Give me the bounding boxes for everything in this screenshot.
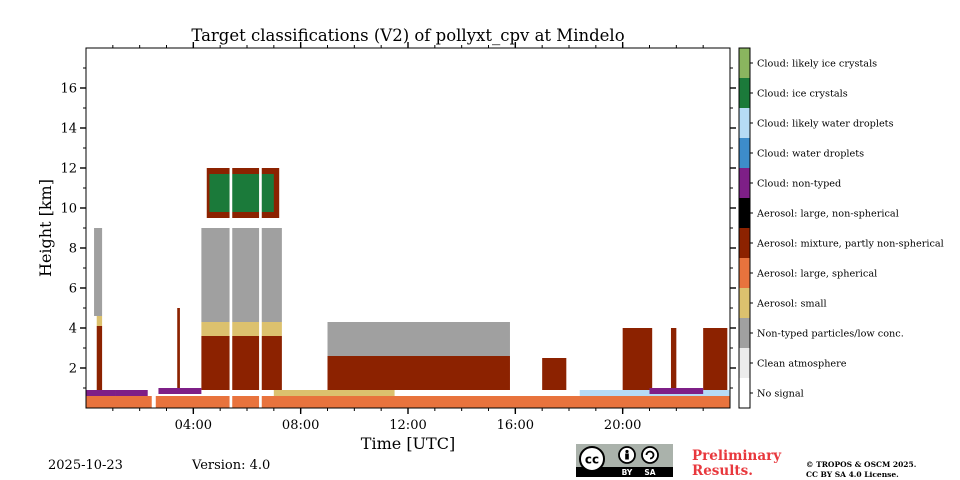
- colorbar-swatch: [739, 48, 750, 78]
- colorbar-swatch: [739, 138, 750, 168]
- y-tick-label: 8: [69, 242, 77, 257]
- x-tick-label: 16:00: [497, 418, 534, 433]
- colorbar-swatch: [739, 78, 750, 108]
- no-signal-gap-2: [259, 48, 262, 408]
- colorbar-swatch: [739, 108, 750, 138]
- classification-region-19: [703, 328, 728, 390]
- classification-region-17: [622, 328, 653, 390]
- colorbar-label: Aerosol: mixture, partly non-spherical: [756, 239, 944, 250]
- colorbar-legend: Cloud: likely ice crystals Cloud: ice cry…: [738, 47, 944, 409]
- y-tick-label: 6: [69, 282, 77, 297]
- classification-region-5: [96, 316, 103, 326]
- sa-arrow-icon: [645, 450, 655, 460]
- classification-region-7: [177, 308, 180, 388]
- colorbar-swatch: [739, 198, 750, 228]
- classification-region-18: [670, 328, 677, 390]
- colorbar-label: Non-typed particles/low conc.: [757, 329, 904, 340]
- x-tick-label: 04:00: [175, 418, 212, 433]
- preliminary-line-1: Preliminary: [692, 448, 782, 464]
- no-signal-gap-0: [151, 48, 156, 408]
- classification-region-16: [542, 358, 567, 390]
- no-signal-gap-1: [229, 48, 233, 408]
- classification-region-9: [201, 322, 282, 336]
- colorbar-swatch: [739, 168, 750, 198]
- classification-region-12: [209, 174, 274, 212]
- classification-region-10: [201, 228, 282, 322]
- classification-region-8: [201, 336, 282, 390]
- y-axis-label: Height [km]: [36, 179, 55, 277]
- colorbar-label: Cloud: water droplets: [757, 149, 864, 160]
- by-person-head: [625, 449, 629, 454]
- colorbar-swatch: [739, 288, 750, 318]
- version-label: Version: 4.0: [192, 458, 271, 473]
- copyright-license-note: © TROPOS & OSCM 2025. CC BY SA 4.0 Licen…: [806, 460, 916, 480]
- by-label: BY: [622, 468, 633, 477]
- colorbar-swatch: [739, 378, 750, 408]
- chart-title: Target classifications (V2) of pollyxt_c…: [191, 26, 624, 45]
- sa-share-alike-icon: [641, 446, 659, 464]
- y-tick-label: 4: [69, 322, 77, 337]
- colorbar-label: Aerosol: small: [756, 299, 827, 310]
- license-line-1: © TROPOS & OSCM 2025.: [806, 460, 917, 469]
- license-line-2: CC BY SA 4.0 License.: [806, 470, 899, 479]
- colorbar-label: No signal: [757, 389, 804, 400]
- classification-region-15: [273, 390, 395, 396]
- x-tick-label: 12:00: [389, 418, 426, 433]
- preliminary-results-note: Preliminary Results.: [692, 449, 781, 479]
- cc-icon-text: cc: [585, 453, 599, 467]
- colorbar-label: Clean atmosphere: [757, 359, 847, 370]
- colorbar-label: Cloud: likely ice crystals: [757, 59, 877, 70]
- colorbar-swatch: [739, 258, 750, 288]
- classification-region-14: [327, 322, 510, 356]
- x-tick-label: 08:00: [282, 418, 319, 433]
- classification-region-21: [649, 388, 704, 394]
- x-tick-label: 20:00: [604, 418, 641, 433]
- x-axis: 04:00 08:00 12:00 16:00 20:00: [112, 42, 704, 433]
- colorbar-swatch: [739, 318, 750, 348]
- cc-icon: [579, 446, 605, 472]
- classification-region-1: [86, 390, 116, 396]
- colorbar-label: Aerosol: large, spherical: [756, 269, 877, 280]
- y-tick-label: 10: [60, 202, 77, 217]
- classification-region-2: [115, 390, 148, 396]
- badge-footer: [576, 467, 673, 477]
- y-axis: 2 4 6 8 10 12 14 16: [60, 67, 736, 389]
- classification-region-4: [96, 326, 103, 390]
- colorbar-label: Cloud: non-typed: [757, 179, 841, 190]
- classification-region-13: [327, 356, 510, 390]
- plot-area: [85, 47, 731, 409]
- by-person-body: [625, 453, 629, 460]
- y-tick-label: 12: [60, 162, 77, 177]
- y-tick-label: 2: [69, 362, 77, 377]
- classification-region-3: [158, 388, 202, 394]
- classification-region-6: [94, 228, 103, 316]
- colorbar-swatch: [739, 348, 750, 378]
- preliminary-line-2: Results.: [692, 463, 753, 479]
- y-tick-label: 16: [60, 82, 77, 97]
- colorbar-swatch: [739, 228, 750, 258]
- cc-license-badge: cc BY SA: [576, 444, 673, 477]
- sa-label: SA: [644, 468, 655, 477]
- colorbar-label: Cloud: likely water droplets: [757, 119, 894, 130]
- colorbar-label: Cloud: ice crystals: [757, 89, 848, 100]
- classification-region-0: [86, 396, 730, 408]
- x-axis-label: Time [UTC]: [361, 434, 455, 453]
- y-tick-label: 14: [60, 122, 77, 137]
- colorbar-frame: [738, 47, 751, 409]
- colorbar-label: Aerosol: large, non-spherical: [756, 209, 899, 220]
- date-label: 2025-10-23: [48, 458, 123, 473]
